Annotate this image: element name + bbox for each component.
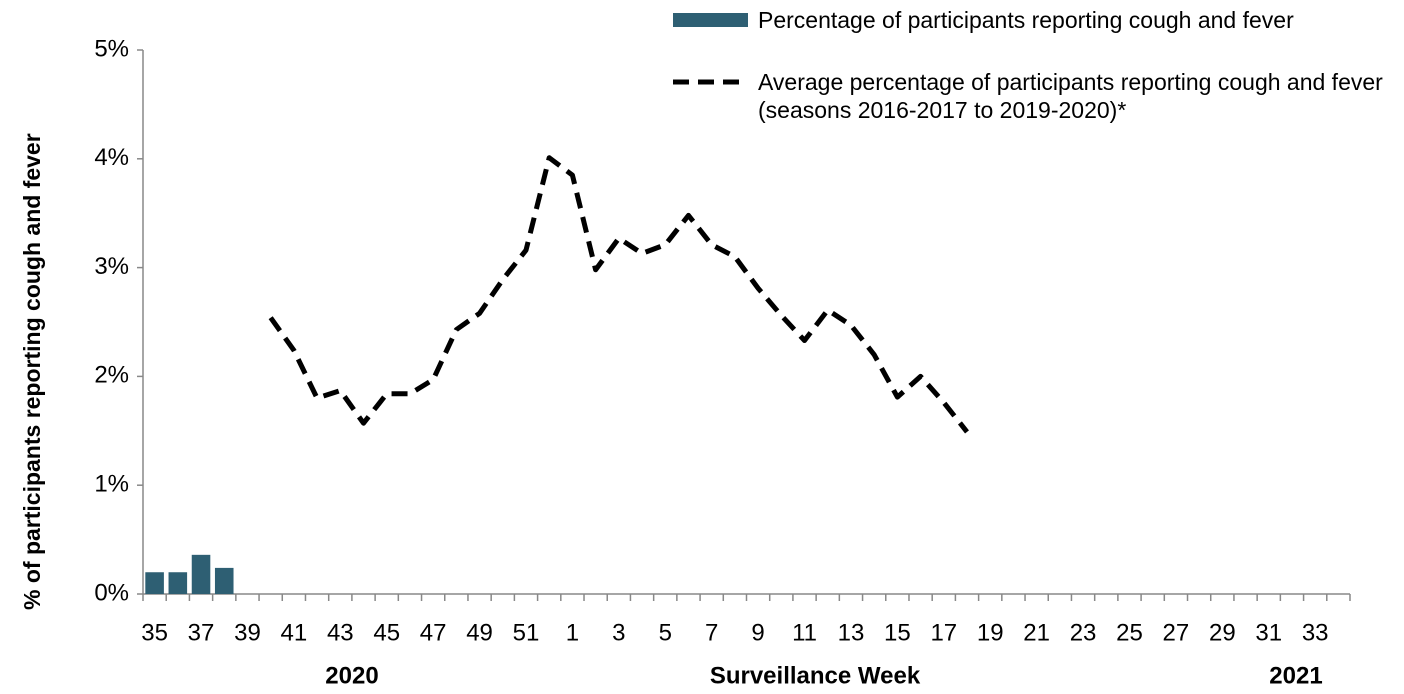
- x-tick-label: 13: [838, 619, 865, 646]
- x-tick-label: 35: [141, 619, 168, 646]
- x-tick-label: 25: [1116, 619, 1143, 646]
- x-tick-label: 45: [373, 619, 400, 646]
- legend-swatch: [673, 13, 748, 27]
- bar: [168, 572, 188, 594]
- y-tick-label: 3%: [94, 253, 129, 280]
- x-tick-label: 49: [466, 619, 493, 646]
- x-tick-label: 41: [281, 619, 308, 646]
- x-tick-label: 17: [930, 619, 957, 646]
- x-tick-label: 5: [659, 619, 672, 646]
- x-tick-label: 29: [1209, 619, 1236, 646]
- x-tick-label: 27: [1163, 619, 1190, 646]
- x-tick-label: 43: [327, 619, 354, 646]
- year-label: 2020: [325, 662, 378, 689]
- x-tick-label: 39: [234, 619, 261, 646]
- bar: [145, 572, 164, 594]
- bar: [214, 567, 234, 594]
- x-axis-title: Surveillance Week: [710, 662, 921, 689]
- x-tick-label: 3: [612, 619, 625, 646]
- x-tick-label: 1: [566, 619, 579, 646]
- y-tick-label: 2%: [94, 362, 129, 389]
- y-tick-label: 1%: [94, 471, 129, 498]
- y-tick-label: 5%: [94, 35, 129, 62]
- x-tick-label: 11: [792, 619, 817, 646]
- x-tick-label: 51: [513, 619, 540, 646]
- x-tick-label: 23: [1070, 619, 1097, 646]
- x-tick-label: 31: [1255, 619, 1282, 646]
- x-tick-label: 47: [420, 619, 447, 646]
- y-axis-title: % of participants reporting cough and fe…: [19, 133, 45, 610]
- x-tick-label: 7: [705, 619, 718, 646]
- legend-label: Average percentage of participants repor…: [758, 69, 1383, 123]
- x-tick-label: 19: [977, 619, 1004, 646]
- bar: [191, 554, 211, 594]
- y-tick-label: 4%: [94, 144, 129, 171]
- legend-label: Percentage of participants reporting cou…: [758, 7, 1294, 33]
- line: [268, 155, 969, 434]
- y-tick-label: 0%: [94, 579, 129, 606]
- x-tick-label: 33: [1302, 619, 1329, 646]
- x-tick-label: 37: [188, 619, 215, 646]
- x-tick-label: 9: [751, 619, 764, 646]
- year-label: 2021: [1269, 662, 1322, 689]
- x-tick-label: 15: [884, 619, 911, 646]
- x-tick-label: 21: [1023, 619, 1050, 646]
